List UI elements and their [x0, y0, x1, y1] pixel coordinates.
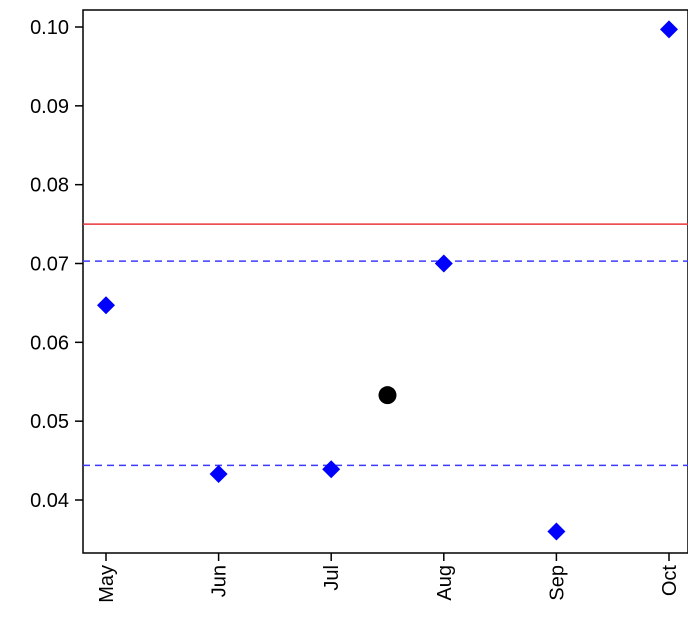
diamond-point [322, 460, 341, 479]
y-tick-label: 0.07 [30, 254, 69, 276]
diamond-point [660, 20, 678, 39]
diamond-point [97, 296, 115, 315]
circle-point [378, 386, 397, 405]
reference-lines [83, 223, 688, 467]
y-tick-label: 0.08 [30, 175, 69, 197]
diamond-point [547, 522, 566, 541]
axes: 0.04 0.05 0.06 0.07 0.08 0.09 0.10 May Jun Jul Aug… [30, 9, 688, 603]
y-tick-label: 0.04 [30, 490, 69, 512]
x-tick-label: Sep [546, 565, 568, 601]
x-tick-label: Aug [434, 565, 456, 601]
y-tick-label: 0.09 [30, 96, 69, 118]
x-tick-label: Jun [209, 565, 231, 597]
diamond-point [209, 464, 228, 483]
plot-frame [82, 9, 688, 554]
data-points [97, 20, 678, 541]
diamond-point [434, 254, 453, 273]
x-tick-label: Oct [659, 565, 681, 597]
y-tick-label: 0.05 [30, 411, 69, 433]
x-tick-label: May [96, 565, 118, 603]
x-tick-label: Jul [321, 565, 343, 591]
y-tick-label: 0.06 [30, 332, 69, 354]
y-tick-label: 0.10 [30, 17, 69, 39]
